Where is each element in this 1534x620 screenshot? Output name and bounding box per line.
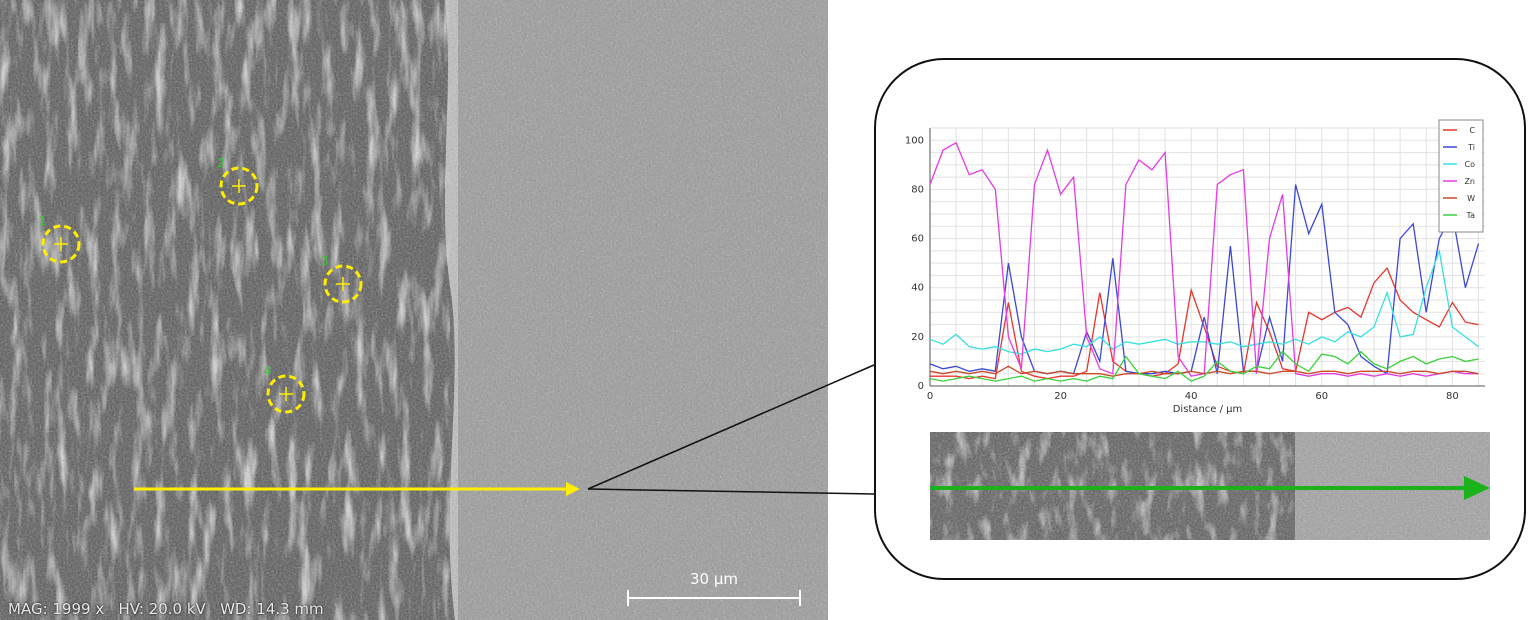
series-line-ta — [929, 350, 1479, 382]
linescan-image — [930, 432, 1490, 540]
legend-label: Zn — [1464, 177, 1475, 186]
y-tick-label: 20 — [911, 332, 924, 343]
point-marker-label: 3 — [321, 254, 329, 268]
sem-texture: 1 2 3 4 — [0, 0, 828, 620]
point-marker-3: 3 — [321, 254, 363, 304]
linescan-arrowhead — [566, 482, 580, 496]
legend-label: W — [1467, 194, 1475, 203]
sem-micrograph: 1 2 3 4 30 µm MAG: 1999 x HV: 20.0 kV WD: 1… — [0, 0, 828, 620]
y-tick-label: 100 — [905, 135, 924, 146]
point-marker-label: 4 — [264, 364, 272, 378]
point-marker-2: 2 — [217, 156, 259, 206]
scale-bar-label: 30 µm — [689, 570, 738, 588]
series-line-co — [929, 248, 1479, 355]
point-marker-label: 2 — [217, 156, 225, 170]
sem-status-bar: MAG: 1999 x HV: 20.0 kV WD: 14.3 mm — [8, 600, 324, 618]
legend-label: Ti — [1467, 143, 1475, 152]
legend-label: C — [1469, 126, 1475, 135]
x-tick-label: 20 — [1054, 391, 1067, 402]
point-marker-4: 4 — [264, 364, 306, 414]
y-tick-label: 0 — [918, 381, 924, 392]
point-markers: 1 2 3 4 — [39, 156, 363, 414]
x-tick-label: 40 — [1185, 391, 1198, 402]
y-tick-label: 80 — [911, 184, 924, 195]
legend-label: Co — [1465, 160, 1476, 169]
line-profile-chart: 0 20 40 60 80 0 20 40 60 80 100 Distance / µm C Ti Co Z… — [905, 119, 1485, 415]
y-tick-label: 40 — [911, 283, 924, 294]
scale-bar — [627, 590, 801, 606]
series-line-c — [930, 266, 1479, 380]
x-tick-label: 0 — [927, 391, 933, 402]
linescan-green-arrowhead — [1464, 476, 1490, 500]
x-tick-label: 60 — [1315, 391, 1328, 402]
chart-legend: C Ti Co Zn W Ta — [1438, 119, 1484, 233]
point-marker-1: 1 — [39, 214, 81, 264]
x-tick-label: 80 — [1446, 391, 1459, 402]
x-axis-label: Distance / µm — [1173, 404, 1243, 415]
series-line-w — [929, 365, 1479, 377]
y-tick-label: 60 — [911, 234, 924, 245]
legend-label: Ta — [1466, 211, 1476, 220]
point-marker-label: 1 — [39, 214, 47, 228]
